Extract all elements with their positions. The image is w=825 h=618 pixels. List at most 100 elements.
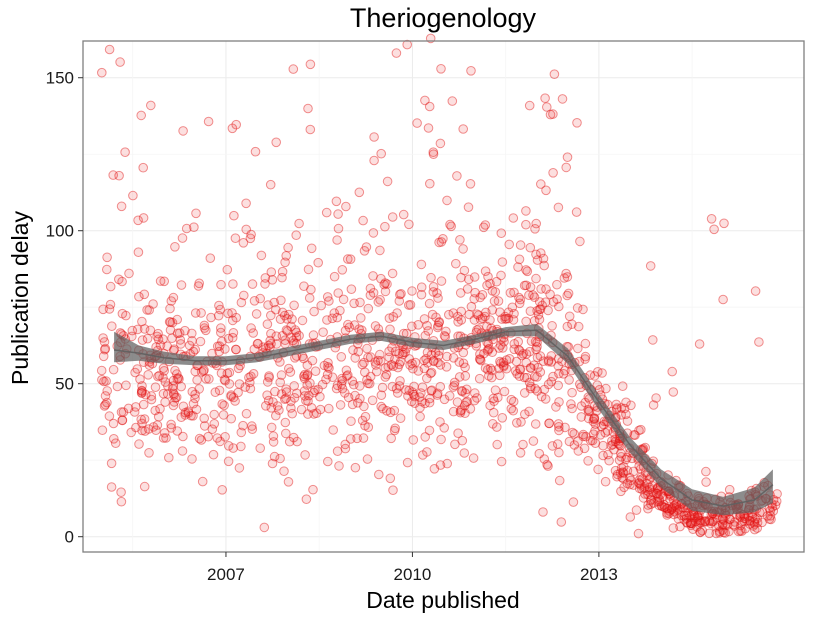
data-point <box>271 304 281 315</box>
data-point <box>540 93 550 103</box>
data-point <box>422 358 433 368</box>
data-point <box>642 479 652 489</box>
data-point <box>541 185 551 196</box>
data-point <box>155 340 166 350</box>
data-point <box>666 504 677 515</box>
data-point <box>159 428 170 438</box>
data-point <box>752 517 763 528</box>
data-point <box>271 339 282 349</box>
data-point <box>613 438 624 449</box>
data-point <box>169 390 179 400</box>
data-point <box>280 339 291 349</box>
data-point <box>355 381 365 391</box>
data-point <box>508 315 519 325</box>
data-point <box>191 404 202 415</box>
data-point <box>355 297 365 308</box>
data-point <box>535 367 546 377</box>
data-point <box>454 372 465 382</box>
data-point <box>153 371 163 382</box>
data-point <box>132 364 143 374</box>
data-point <box>307 355 318 366</box>
data-point <box>460 408 470 419</box>
data-point <box>382 279 392 289</box>
trend-line <box>114 329 774 507</box>
data-point <box>588 416 599 427</box>
data-point <box>117 308 128 319</box>
data-point <box>359 357 369 368</box>
data-point <box>164 452 174 463</box>
data-point <box>486 372 497 383</box>
data-point <box>391 48 402 58</box>
data-point <box>593 464 603 475</box>
data-point <box>475 349 485 360</box>
data-point <box>432 322 443 333</box>
data-point <box>116 407 127 417</box>
data-point <box>324 403 334 414</box>
data-point <box>199 413 209 424</box>
data-point <box>571 207 582 217</box>
data-point <box>238 238 249 248</box>
data-point <box>463 202 474 212</box>
data-point <box>705 518 716 529</box>
data-point <box>219 400 229 411</box>
data-point <box>416 289 427 300</box>
data-point <box>535 304 546 315</box>
data-point <box>687 518 697 529</box>
data-point <box>694 339 705 349</box>
data-point <box>498 361 509 372</box>
plot-frame <box>82 40 805 553</box>
data-point <box>668 502 678 513</box>
data-point <box>572 303 583 313</box>
data-point <box>152 420 163 430</box>
data-point <box>267 458 278 469</box>
data-point <box>172 426 183 436</box>
data-point <box>434 317 444 328</box>
data-point <box>500 314 510 324</box>
data-point <box>644 482 655 493</box>
data-point <box>281 384 291 395</box>
data-point <box>534 314 545 325</box>
data-point <box>730 517 740 527</box>
data-point <box>291 332 302 342</box>
data-point <box>513 336 524 347</box>
trend-confidence-band <box>114 324 773 516</box>
data-point <box>441 326 451 337</box>
data-point <box>194 278 204 289</box>
data-point <box>579 443 590 454</box>
data-point <box>553 419 564 429</box>
data-point <box>358 215 368 226</box>
data-point <box>220 375 230 386</box>
data-point <box>719 218 729 229</box>
data-point <box>489 296 500 306</box>
data-point <box>532 255 543 265</box>
data-point <box>531 273 541 284</box>
data-point <box>649 498 659 508</box>
data-point <box>199 323 210 333</box>
data-point <box>108 364 119 375</box>
data-point <box>286 333 296 343</box>
data-point <box>432 288 442 298</box>
data-point <box>144 305 154 315</box>
data-point <box>302 380 313 390</box>
data-point <box>469 294 480 304</box>
data-point <box>671 500 682 510</box>
data-point <box>370 357 381 367</box>
data-point <box>116 201 127 212</box>
data-point <box>695 516 706 526</box>
data-point <box>671 502 682 512</box>
data-point <box>162 389 173 399</box>
data-point <box>272 401 283 411</box>
data-point <box>489 396 499 407</box>
data-point <box>350 390 360 401</box>
data-point <box>197 476 208 487</box>
data-point <box>646 499 656 510</box>
data-point <box>488 407 499 418</box>
data-point <box>484 371 494 381</box>
data-point <box>287 408 298 419</box>
data-point <box>634 475 645 485</box>
data-point <box>108 170 118 180</box>
data-point <box>668 387 679 397</box>
data-point <box>368 271 378 281</box>
data-point <box>514 371 525 382</box>
data-point <box>558 369 569 379</box>
